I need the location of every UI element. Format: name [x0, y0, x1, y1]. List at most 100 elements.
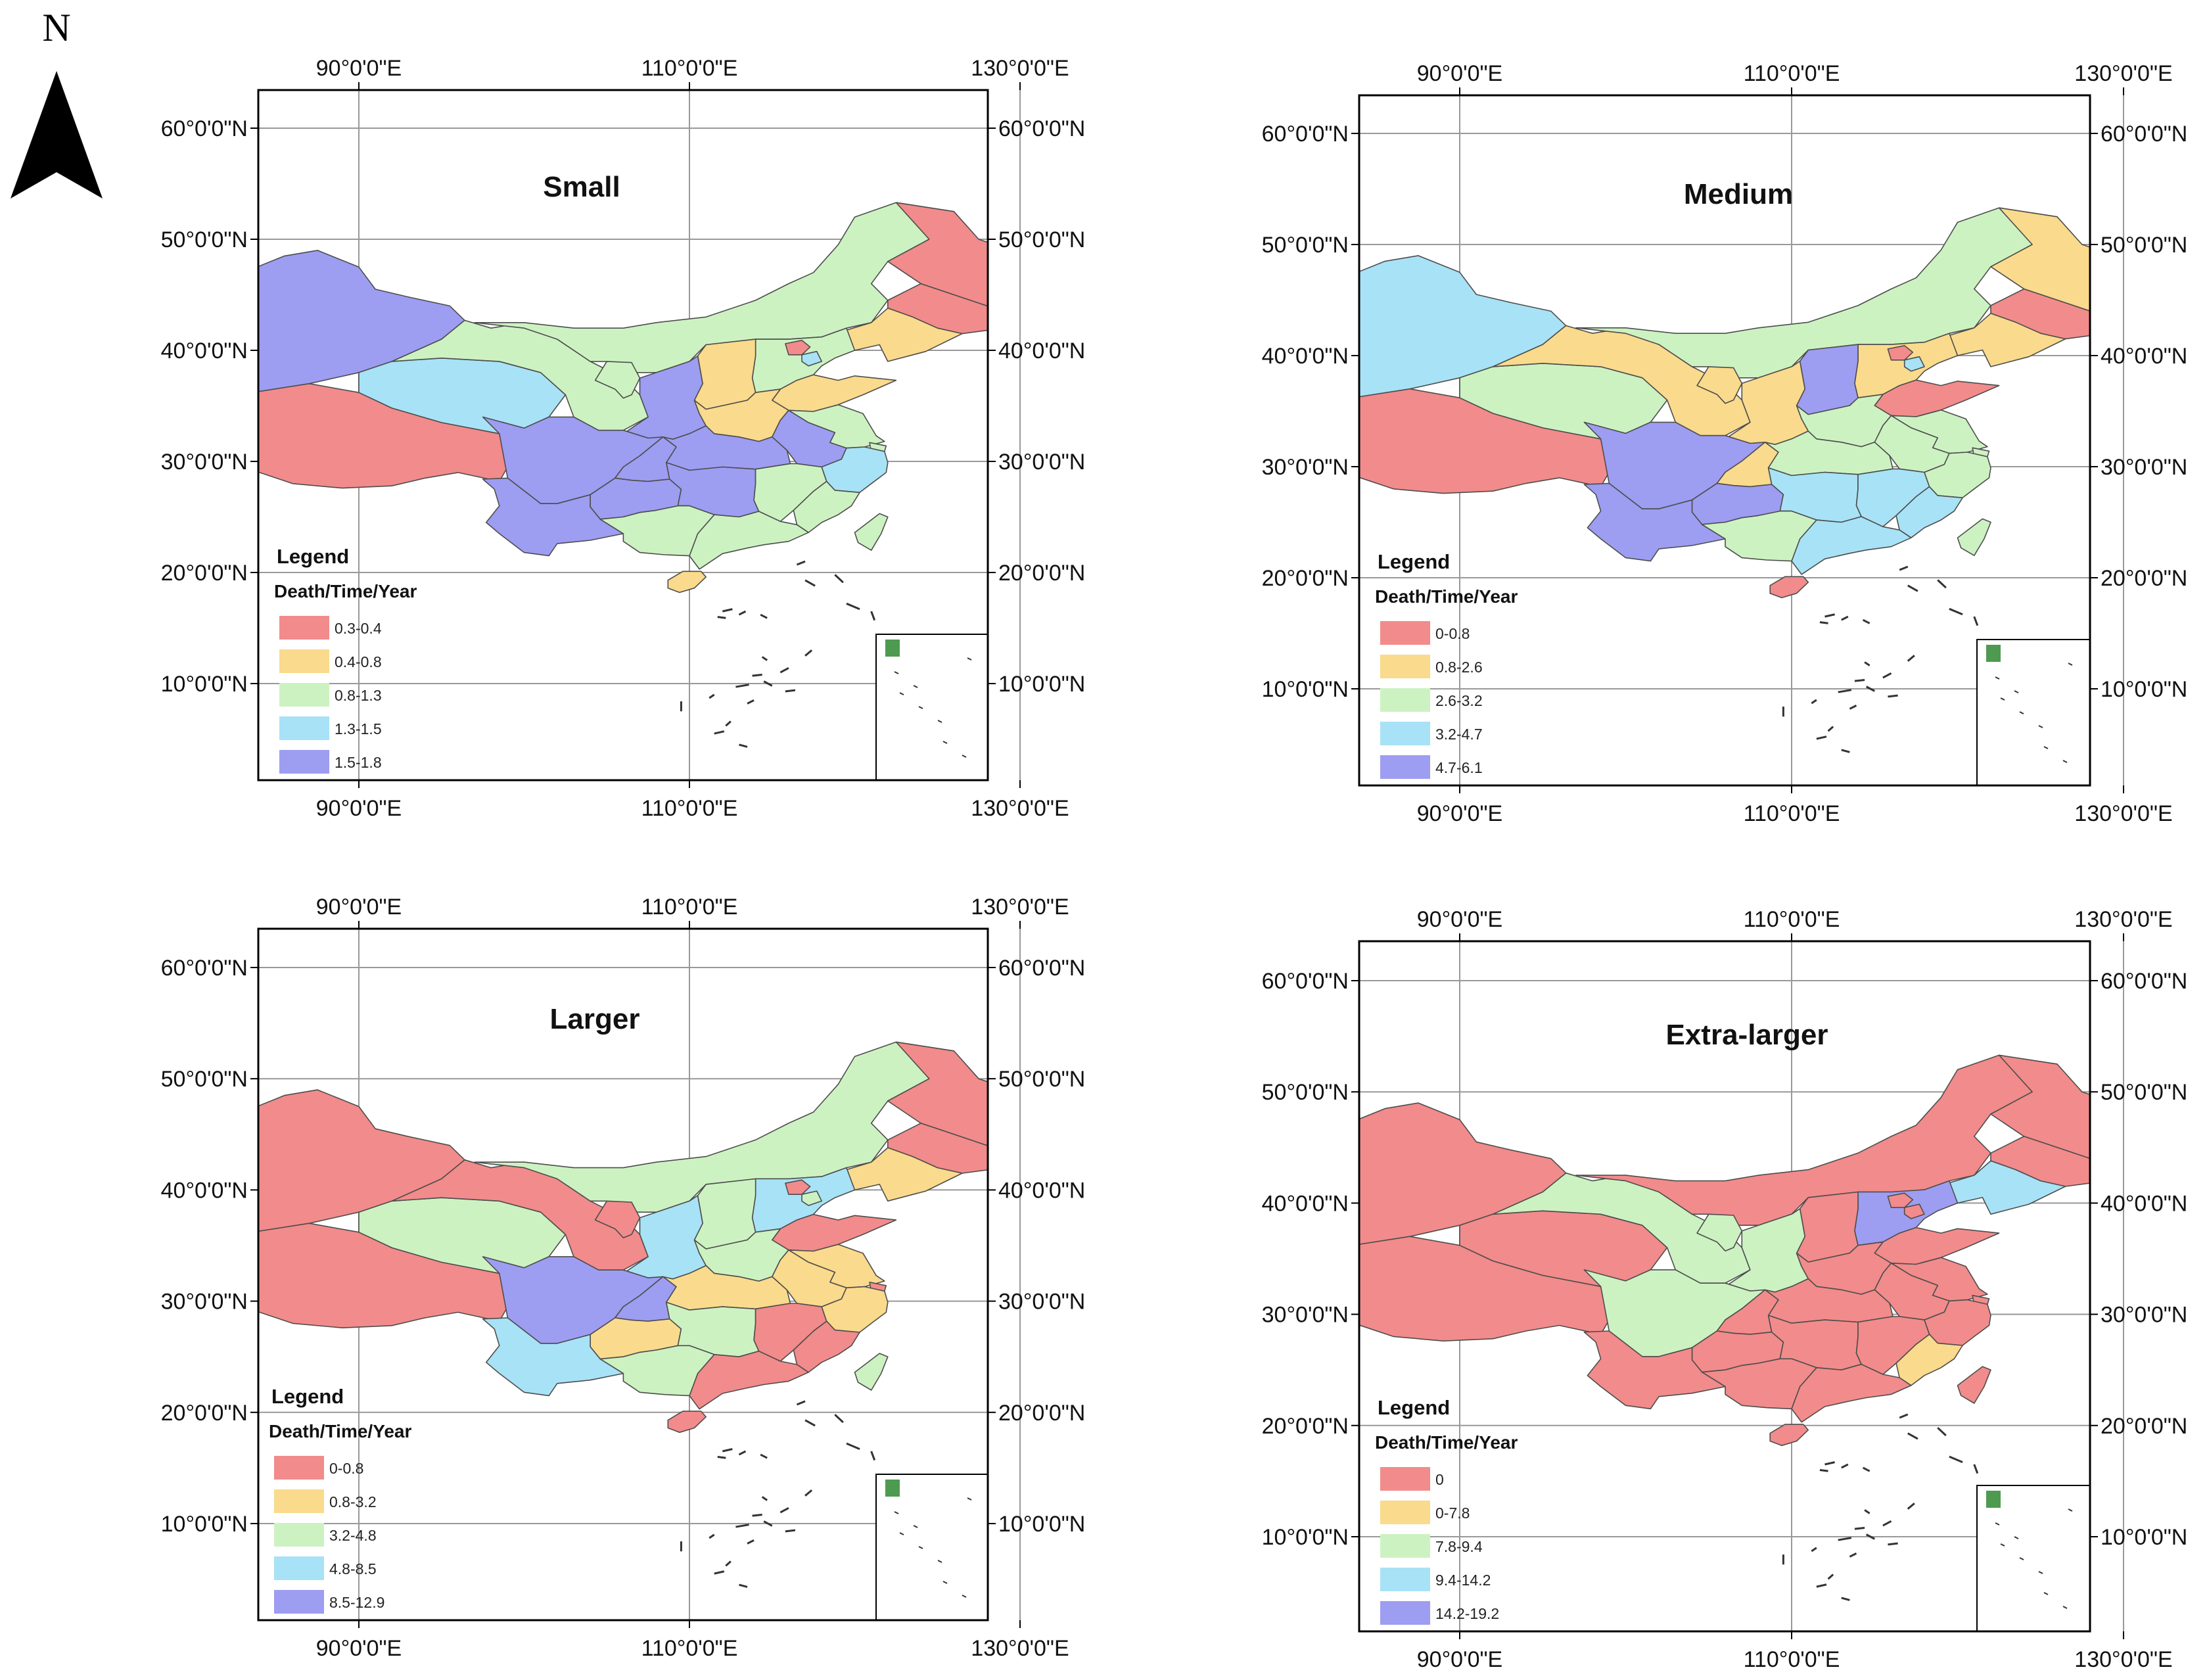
inset-mainland-fragment: [1986, 1491, 2001, 1508]
lat-tick-label-right: 10°0'0"N: [2101, 1525, 2187, 1550]
province-tj: [1903, 1203, 1925, 1219]
island-mark: [846, 1442, 860, 1451]
inset-island-mark: [937, 720, 942, 723]
panel-small: Small 90°0'0"E 110°0'0"E 130°0'0"E 90°0'…: [161, 56, 1086, 821]
lon-tick-label-bottom: 110°0'0"E: [641, 1636, 738, 1661]
island-mark: [722, 608, 733, 613]
island-mark: [834, 1414, 844, 1424]
island-mark: [763, 1520, 773, 1527]
province-xj: [258, 1089, 465, 1232]
lat-tick-label-right: 50°0'0"N: [2101, 1080, 2187, 1105]
province-nx: [594, 361, 641, 399]
legend-heading: Legend: [1378, 550, 1450, 573]
province-yn: [482, 1317, 624, 1397]
legend: Legend Death/Time/Year 0 0-7.8 7.8-9.4 9…: [1375, 1396, 1518, 1625]
legend-label: 4.8-8.5: [329, 1560, 377, 1577]
legend-swatch: [279, 683, 329, 707]
province-sx: [1796, 344, 1859, 415]
legend-label: 3.2-4.8: [329, 1527, 377, 1544]
lat-tick-label-right: 20°0'0"N: [2101, 566, 2187, 591]
legend-swatch: [279, 616, 329, 640]
province-xj: [1359, 1102, 1567, 1246]
lat-tick-label-right: 30°0'0"N: [2101, 455, 2187, 480]
island-mark: [1811, 1547, 1817, 1552]
lat-tick-label-left: 30°0'0"N: [161, 1290, 248, 1315]
island-mark: [804, 1489, 813, 1497]
legend-swatch: [279, 750, 329, 774]
island-mark: [1841, 1597, 1850, 1601]
panel-medium: Medium 90°0'0"E 110°0'0"E 130°0'0"E 90°0…: [1262, 61, 2188, 826]
island-mark: [1862, 618, 1870, 624]
island-mark: [717, 1455, 726, 1459]
legend-label: 1.5-1.8: [335, 754, 382, 771]
legend-label: 9.4-14.2: [1435, 1572, 1491, 1589]
inset-mainland-fragment: [885, 1480, 900, 1497]
island-mark: [738, 610, 747, 616]
island-mark: [870, 1451, 876, 1461]
province-ah: [1874, 415, 1950, 473]
lat-tick-label-right: 20°0'0"N: [2101, 1414, 2187, 1439]
lat-tick-label-right: 40°0'0"N: [998, 1178, 1085, 1203]
island-mark: [747, 1539, 755, 1545]
island-mark: [1973, 616, 1979, 626]
lat-tick-label-right: 10°0'0"N: [998, 672, 1085, 697]
lon-tick-label-bottom: 90°0'0"E: [1417, 801, 1502, 826]
lat-tick-label-left: 40°0'0"N: [161, 338, 248, 363]
legend-label: 0.4-0.8: [335, 653, 382, 670]
island-mark: [761, 1496, 768, 1501]
island-mark: [735, 684, 749, 688]
lon-tick-label-top: 110°0'0"E: [641, 895, 738, 920]
province-nx: [594, 1200, 641, 1238]
province-hn: [1769, 576, 1809, 599]
panel-title: Extra-larger: [1665, 1019, 1828, 1051]
china-choropleth: [258, 202, 988, 594]
island-mark: [1882, 672, 1892, 679]
inset-island-mark: [967, 1497, 972, 1501]
legend-label: 0.8-3.2: [329, 1493, 377, 1510]
legend-swatch: [274, 1590, 324, 1614]
island-mark: [725, 1560, 732, 1567]
lat-tick-label-left: 20°0'0"N: [161, 1401, 248, 1426]
province-hn: [1769, 1424, 1809, 1447]
legend-swatch: [1380, 1534, 1430, 1558]
legend-subtitle: Death/Time/Year: [1375, 586, 1518, 607]
island-mark: [1819, 621, 1828, 624]
panel-larger: Larger 90°0'0"E 110°0'0"E 130°0'0"E 90°0…: [161, 895, 1086, 1661]
panel-title: Larger: [550, 1003, 640, 1035]
inset-island-mark: [2043, 746, 2049, 749]
lat-tick-label-right: 50°0'0"N: [998, 227, 1085, 252]
island-mark: [1854, 1526, 1865, 1530]
lat-tick-label-left: 20°0'0"N: [1262, 566, 1349, 591]
province-yn: [1583, 482, 1726, 562]
island-mark: [785, 689, 796, 693]
island-mark: [1864, 1509, 1870, 1514]
legend-heading: Legend: [1378, 1396, 1450, 1419]
inset-island-mark: [2014, 1536, 2019, 1539]
lat-tick-label-right: 30°0'0"N: [998, 1290, 1085, 1315]
north-arrow-icon: [11, 71, 103, 198]
island-mark: [1882, 1520, 1892, 1527]
lat-tick-label-right: 60°0'0"N: [998, 116, 1085, 141]
island-mark: [1899, 1413, 1909, 1419]
island-mark: [1841, 749, 1850, 753]
province-nx: [1696, 1213, 1743, 1251]
lon-tick-label-top: 90°0'0"E: [316, 895, 402, 920]
lat-tick-label-left: 40°0'0"N: [161, 1178, 248, 1203]
lon-tick-label-top: 130°0'0"E: [2074, 61, 2172, 86]
lon-tick-label-bottom: 130°0'0"E: [2074, 801, 2172, 826]
province-ln: [1937, 312, 2066, 367]
island-mark: [1824, 613, 1835, 618]
province-sx: [1796, 1191, 1859, 1263]
lon-tick-label-bottom: 130°0'0"E: [2074, 1647, 2172, 1672]
north-arrow-label: N: [42, 6, 70, 49]
inset-island-mark: [2062, 1606, 2068, 1609]
south-sea-inset-map: [875, 1474, 988, 1621]
lat-tick-label-left: 30°0'0"N: [1262, 1303, 1349, 1328]
legend-swatch: [1380, 688, 1430, 712]
province-gd: [689, 511, 809, 570]
province-tw: [854, 513, 889, 551]
province-gx: [1701, 510, 1817, 562]
lat-tick-label-left: 60°0'0"N: [1262, 122, 1349, 147]
province-xj: [1359, 255, 1567, 398]
island-mark: [1888, 1542, 1898, 1546]
